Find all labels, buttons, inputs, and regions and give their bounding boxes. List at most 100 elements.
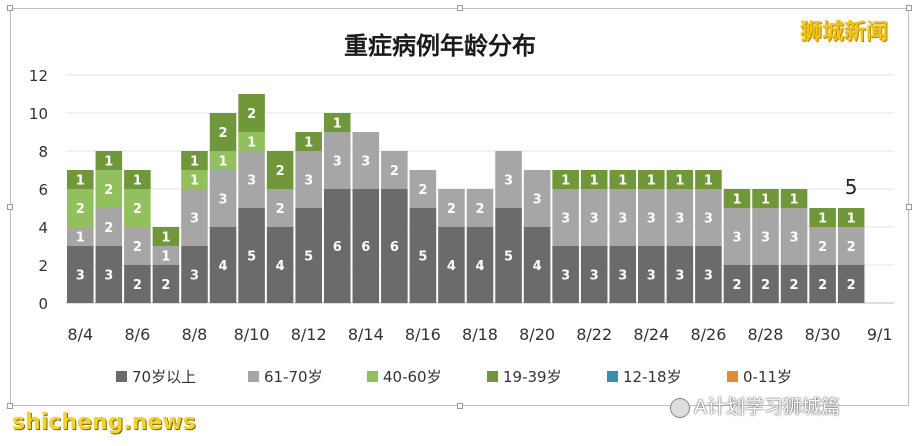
data-label: 5	[304, 250, 313, 265]
legend-label: 70岁以上	[132, 368, 196, 386]
resize-handle-top-right[interactable]	[906, 5, 912, 11]
bar-segment	[295, 208, 322, 303]
data-label: 2	[104, 183, 113, 198]
data-label: 3	[761, 231, 770, 246]
legend-swatch	[367, 371, 378, 382]
data-label: 3	[790, 231, 799, 246]
bar-segment	[181, 189, 208, 246]
bar-segment	[66, 170, 94, 189]
bar-segment	[323, 113, 351, 132]
bar-segment	[409, 208, 437, 303]
bar-segment	[695, 170, 722, 189]
y-tick-label: 12	[29, 67, 48, 85]
bar-segment	[837, 265, 865, 303]
bar-segment	[209, 170, 237, 227]
bar-segment	[124, 170, 151, 189]
resize-handle-top-center[interactable]	[457, 5, 463, 11]
legend-swatch	[116, 371, 127, 382]
y-tick-label: 0	[38, 295, 48, 313]
bar-segment	[438, 227, 465, 303]
bar-segment	[266, 189, 294, 227]
x-tick-label: 8/22	[576, 325, 612, 344]
bar-segment	[181, 246, 208, 303]
wechat-account-name: A计划学习狮城篇	[694, 396, 840, 418]
resize-handle-right[interactable]	[906, 204, 912, 210]
bar-segment	[381, 151, 408, 189]
bar-segment	[752, 189, 779, 208]
bar-segment	[66, 227, 94, 246]
bar-segment	[66, 246, 94, 303]
data-label: 3	[219, 193, 228, 208]
data-label: 3	[533, 193, 542, 208]
bar-segment	[152, 227, 180, 246]
data-label: 1	[161, 231, 170, 246]
data-label: 1	[161, 250, 170, 265]
bar-segment	[638, 170, 665, 189]
annotation-label: 5	[845, 175, 858, 199]
bar-segment	[238, 151, 265, 208]
data-label: 3	[104, 269, 113, 284]
bar-segment	[381, 189, 408, 303]
data-label: 1	[818, 212, 827, 227]
bar-segment	[580, 246, 608, 303]
data-label: 2	[418, 183, 427, 198]
data-label: 4	[447, 259, 456, 274]
data-label: 1	[219, 155, 228, 170]
data-label: 3	[304, 174, 313, 189]
resize-handle-top-left[interactable]	[7, 5, 13, 11]
data-label: 3	[361, 155, 370, 170]
legend-label: 12-18岁	[623, 368, 682, 386]
legend-swatch	[727, 371, 738, 382]
data-label: 3	[247, 174, 256, 189]
legend-swatch	[248, 371, 259, 382]
data-label: 2	[790, 278, 799, 293]
x-tick-label: 8/8	[182, 325, 208, 344]
brand-watermark: 狮城新闻	[800, 20, 889, 45]
data-label: 1	[647, 174, 656, 189]
bar-segment	[295, 132, 322, 151]
wechat-icon	[670, 397, 690, 418]
data-label: 1	[790, 193, 799, 208]
bar-segment	[780, 265, 808, 303]
bar-segment	[323, 189, 351, 303]
bar-segment	[695, 246, 722, 303]
bar-segment	[266, 151, 294, 189]
x-tick-label: 8/26	[690, 325, 726, 344]
resize-handle-left[interactable]	[7, 204, 13, 210]
data-label: 2	[133, 202, 142, 217]
data-label: 5	[504, 250, 513, 265]
data-label: 1	[190, 155, 199, 170]
bar-segment	[609, 246, 637, 303]
resize-handle-bottom-left[interactable]	[7, 403, 13, 409]
bar-segment	[323, 132, 351, 189]
bar-segment	[352, 189, 380, 303]
y-tick-label: 8	[38, 143, 48, 161]
bar-segment	[266, 227, 294, 303]
legend-label: 61-70岁	[264, 368, 323, 386]
bar-segment	[95, 170, 123, 208]
data-label: 1	[675, 174, 684, 189]
data-label: 3	[675, 269, 684, 284]
bar-segment	[809, 208, 836, 227]
data-label: 3	[618, 269, 627, 284]
chart-title: 重症病例年龄分布	[344, 32, 536, 60]
data-label: 1	[304, 136, 313, 151]
bar-segment	[181, 170, 208, 189]
data-label: 2	[276, 202, 285, 217]
bar-segment	[181, 151, 208, 170]
bar-segment	[552, 189, 579, 246]
bar-segment	[552, 170, 579, 189]
data-label: 2	[447, 202, 456, 217]
bar-segment	[580, 189, 608, 246]
bar-segment	[638, 189, 665, 246]
data-label: 6	[333, 240, 342, 255]
data-label: 2	[732, 278, 741, 293]
bar-segment	[609, 189, 637, 246]
data-label: 3	[618, 212, 627, 227]
bar-segment	[124, 189, 151, 227]
data-label: 3	[590, 269, 599, 284]
bar-segment	[409, 170, 437, 208]
x-tick-label: 8/28	[748, 325, 784, 344]
resize-handle-bottom-center[interactable]	[457, 403, 463, 409]
x-tick-label: 8/4	[67, 325, 93, 344]
